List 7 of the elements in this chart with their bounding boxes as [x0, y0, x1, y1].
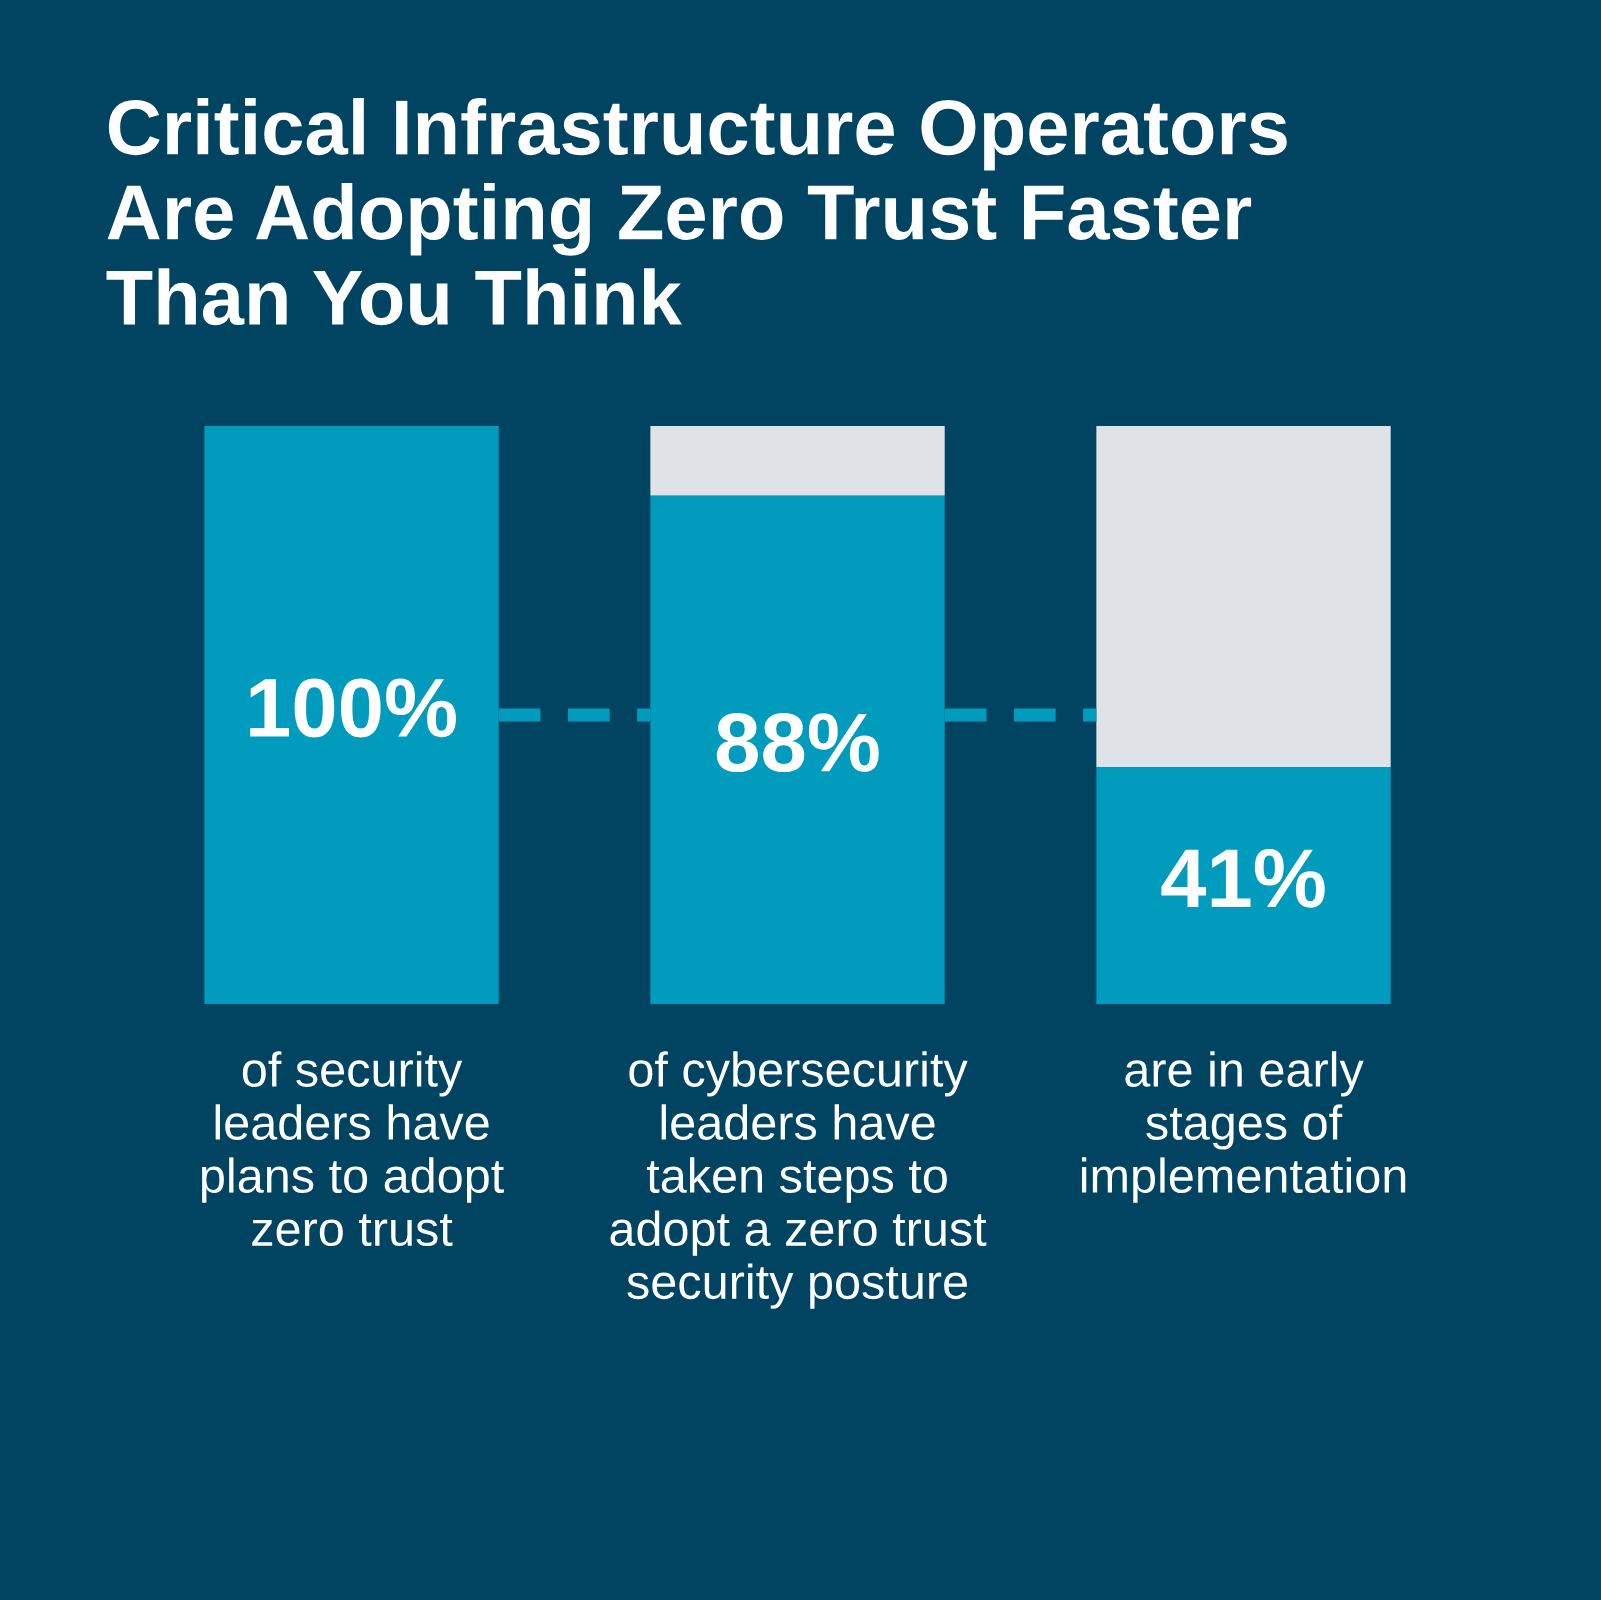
chart-title: Critical Infrastructure Operators Are Adopting Zero Trust Faster Than You Think	[106, 98, 1287, 326]
data-label: 100%	[250, 678, 456, 738]
data-label: 41%	[1161, 849, 1325, 908]
x-tick-label: of security leaders have plans to adopt zero trust	[202, 1051, 504, 1247]
x-tick-label: are in early stages of implementation	[1081, 1051, 1406, 1203]
data-label: 88%	[716, 713, 879, 773]
x-tick-label: of cybersecurity leaders have taken steps to adopt a zero trust security posture	[610, 1051, 987, 1309]
